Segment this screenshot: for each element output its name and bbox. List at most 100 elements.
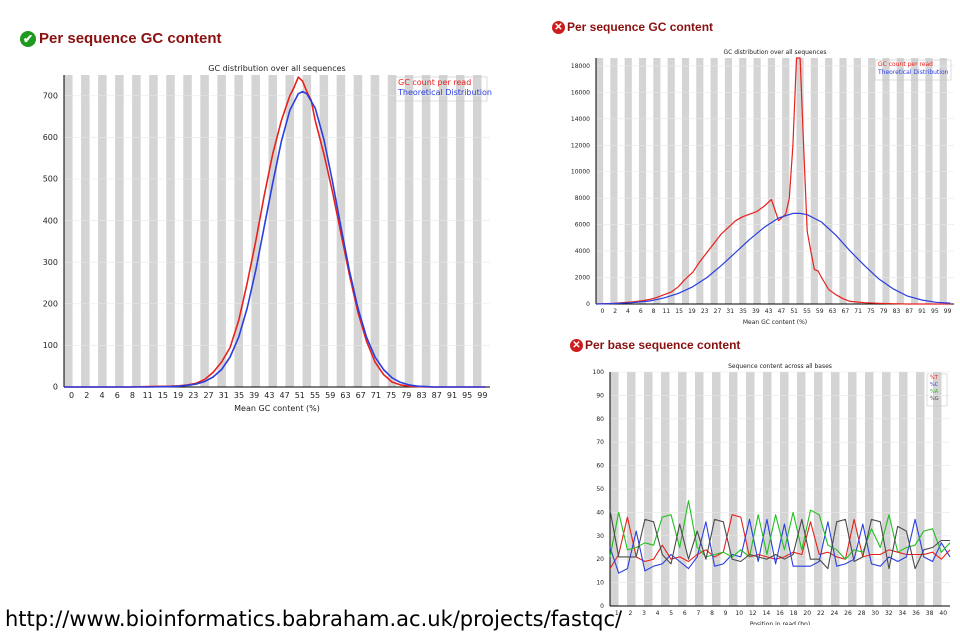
legend-entry: %G	[930, 396, 939, 402]
y-tick-label: 8000	[575, 195, 590, 202]
grid-band	[753, 58, 761, 304]
x-tick-label: 16	[776, 610, 784, 617]
y-tick-label: 700	[43, 91, 58, 100]
grid-band	[596, 58, 604, 304]
y-tick-label: 50	[596, 486, 604, 493]
grid-band	[911, 58, 919, 304]
grid-band	[98, 75, 107, 387]
x-tick-label: 5	[669, 610, 673, 617]
x-tick-label: 1	[615, 610, 619, 617]
y-tick-label: 70	[596, 439, 604, 446]
series-line-3	[609, 500, 951, 560]
x-tick-label: 87	[432, 391, 442, 400]
x-tick-label: 39	[752, 308, 760, 315]
series-line-2	[595, 212, 951, 305]
x-tick-label: 0	[600, 308, 604, 315]
left-panel-heading: ✔ Per sequence GC content	[20, 30, 222, 47]
x-tick-label: 0	[69, 391, 74, 400]
y-tick-label: 80	[596, 416, 604, 423]
x-tick-label: 34	[899, 610, 907, 617]
legend-box	[926, 373, 948, 407]
x-tick-label: 23	[188, 391, 198, 400]
grid-band	[472, 75, 482, 387]
x-tick-label: 8	[130, 391, 135, 400]
y-tick-label: 2000	[575, 275, 590, 282]
x-tick-label: 47	[778, 308, 786, 315]
x-tick-label: 31	[726, 308, 734, 315]
grid-band	[939, 58, 947, 304]
x-tick-label: 11	[143, 391, 153, 400]
grid-band	[438, 75, 448, 387]
x-tick-label: 2	[628, 610, 632, 617]
x-tick-label: 36	[912, 610, 920, 617]
y-tick-label: 40	[596, 509, 604, 516]
x-tick-label: 67	[842, 308, 850, 315]
legend-entry: GC count per read	[398, 78, 471, 87]
series-line-1	[595, 57, 951, 305]
x-tick-label: 79	[880, 308, 888, 315]
y-tick-label: 400	[43, 216, 58, 225]
grid-band	[653, 58, 661, 304]
grid-band	[217, 75, 226, 387]
gc-bad-chart: GC distribution over all sequences 0 2000 4…	[571, 49, 954, 326]
x-tick-label: 4	[626, 308, 630, 315]
x-tick-label: 31	[219, 391, 229, 400]
x-tick-label: 43	[264, 391, 274, 400]
x-tick-label: 59	[816, 308, 824, 315]
x-tick-label: 6	[683, 610, 687, 617]
x-tick-label: 99	[944, 308, 952, 315]
grid-band	[285, 75, 295, 387]
grid-band	[853, 58, 861, 304]
x-tick-label: 67	[356, 391, 366, 400]
grid-band	[81, 75, 90, 387]
grid-band	[404, 75, 414, 387]
x-tick-label: 27	[203, 391, 213, 400]
cross-icon: ✕	[570, 338, 583, 352]
x-tick-label: 2	[84, 391, 89, 400]
x-tick-label: 11	[663, 308, 671, 315]
x-tick-label: 15	[158, 391, 168, 400]
cross-icon: ✕	[552, 20, 565, 34]
x-tick-label: 63	[829, 308, 837, 315]
grid-band	[370, 75, 380, 387]
x-tick-label: 43	[765, 308, 773, 315]
x-axis-label: Mean GC content (%)	[743, 319, 807, 326]
grid-band	[681, 58, 690, 304]
x-tick-label: 26	[844, 610, 852, 617]
x-tick-label: 99	[477, 391, 487, 400]
series-line-4	[609, 509, 950, 570]
x-tick-label: 4	[99, 391, 104, 400]
x-tick-label: 59	[325, 391, 335, 400]
x-axis-label: Position in read (bp)	[750, 621, 810, 625]
y-tick-label: 10	[596, 580, 604, 587]
x-tick-label: 30	[871, 610, 879, 617]
gc-good-chart: GC distribution over all sequences010020…	[43, 64, 492, 413]
chart-title: GC distribution over all sequences	[208, 64, 345, 73]
y-tick-label: 20	[596, 556, 604, 563]
x-tick-label: 95	[931, 308, 939, 315]
grid-band	[638, 58, 647, 304]
y-tick-label: 4000	[575, 248, 590, 255]
grid-band	[882, 58, 890, 304]
grid-band	[302, 75, 312, 387]
base-content-chart: Sequence content across all bases 0 10 20 30…	[593, 363, 951, 625]
x-tick-label: 10	[735, 610, 743, 617]
x-tick-label: 4	[656, 610, 660, 617]
legend-entry: GC count per read	[878, 61, 933, 68]
x-tick-label: 51	[790, 308, 798, 315]
x-tick-label: 55	[803, 308, 811, 315]
left-panel-title: Per sequence GC content	[39, 30, 222, 47]
x-tick-label: 47	[280, 391, 290, 400]
grid-band	[64, 75, 73, 387]
legend-entry: %T	[930, 375, 939, 381]
x-tick-label: 83	[893, 308, 901, 315]
y-tick-label: 18000	[571, 63, 590, 70]
x-tick-label: 71	[371, 391, 381, 400]
legend-box	[394, 76, 488, 102]
x-tick-label: 55	[310, 391, 320, 400]
legend-entry: %A	[930, 389, 939, 395]
y-tick-label: 100	[43, 341, 58, 350]
x-tick-label: 95	[462, 391, 472, 400]
x-tick-label: 75	[386, 391, 396, 400]
legend-box	[874, 59, 952, 81]
